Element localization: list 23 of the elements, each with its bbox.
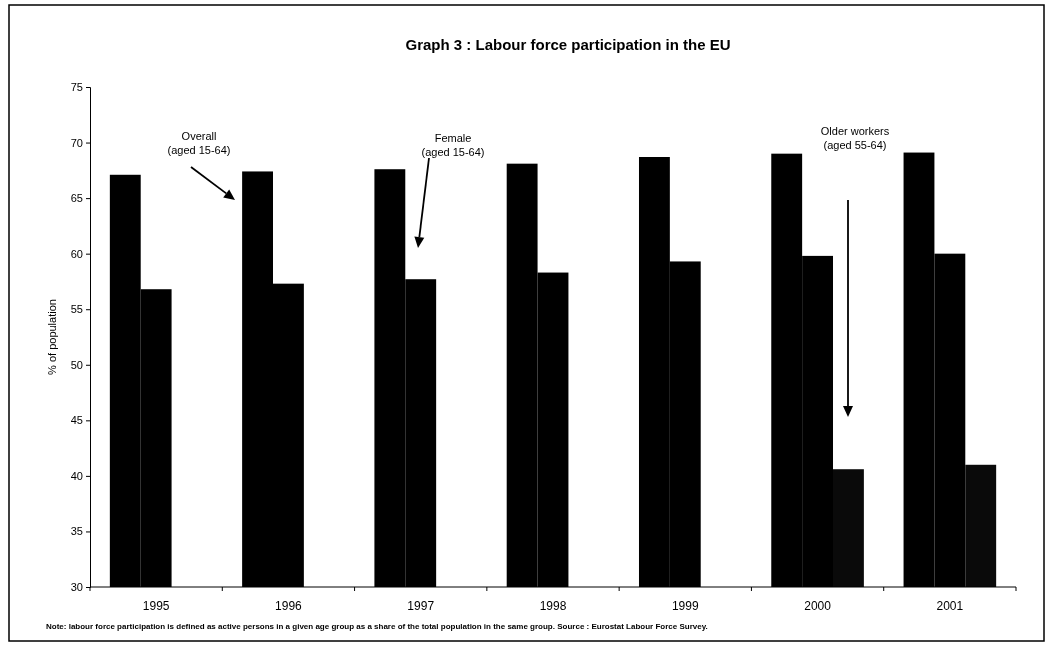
annotation: Female (aged 15-64) [421, 132, 485, 158]
y-tick-label: 50 [70, 358, 83, 371]
x-tick-label: 1996 [275, 599, 303, 613]
y-tick-label: 75 [70, 81, 83, 94]
y-tick-label: 55 [70, 303, 83, 316]
x-tick-label: 1998 [539, 599, 567, 613]
x-tick-label: 2000 [804, 599, 832, 613]
x-tick-label: 1999 [671, 599, 699, 613]
y-tick-label: 70 [70, 136, 83, 149]
y-tick-label: 45 [70, 414, 83, 427]
text: Note: labour force participation is defined as active persons in a given age group as a share of the total population in the same group. Source : Eurostat Labour Force Survey. [46, 622, 708, 631]
y-axis-title: % of population [46, 299, 58, 375]
chart-title: Graph 3 : Labour force participation in the EU [405, 36, 731, 53]
annotation: Overall (aged 15-64) [167, 130, 231, 156]
x-tick-label: 1997 [407, 599, 435, 613]
y-tick-label: 35 [70, 525, 83, 538]
y-tick-label: 30 [70, 581, 83, 594]
annotation: Older workers (aged 55-64) [820, 125, 890, 151]
x-tick-label: 1995 [142, 599, 170, 613]
y-tick-label: 60 [70, 247, 83, 260]
y-tick-label: 40 [70, 469, 83, 482]
x-tick-label: 2001 [936, 599, 964, 613]
y-tick-label: 65 [70, 192, 83, 205]
